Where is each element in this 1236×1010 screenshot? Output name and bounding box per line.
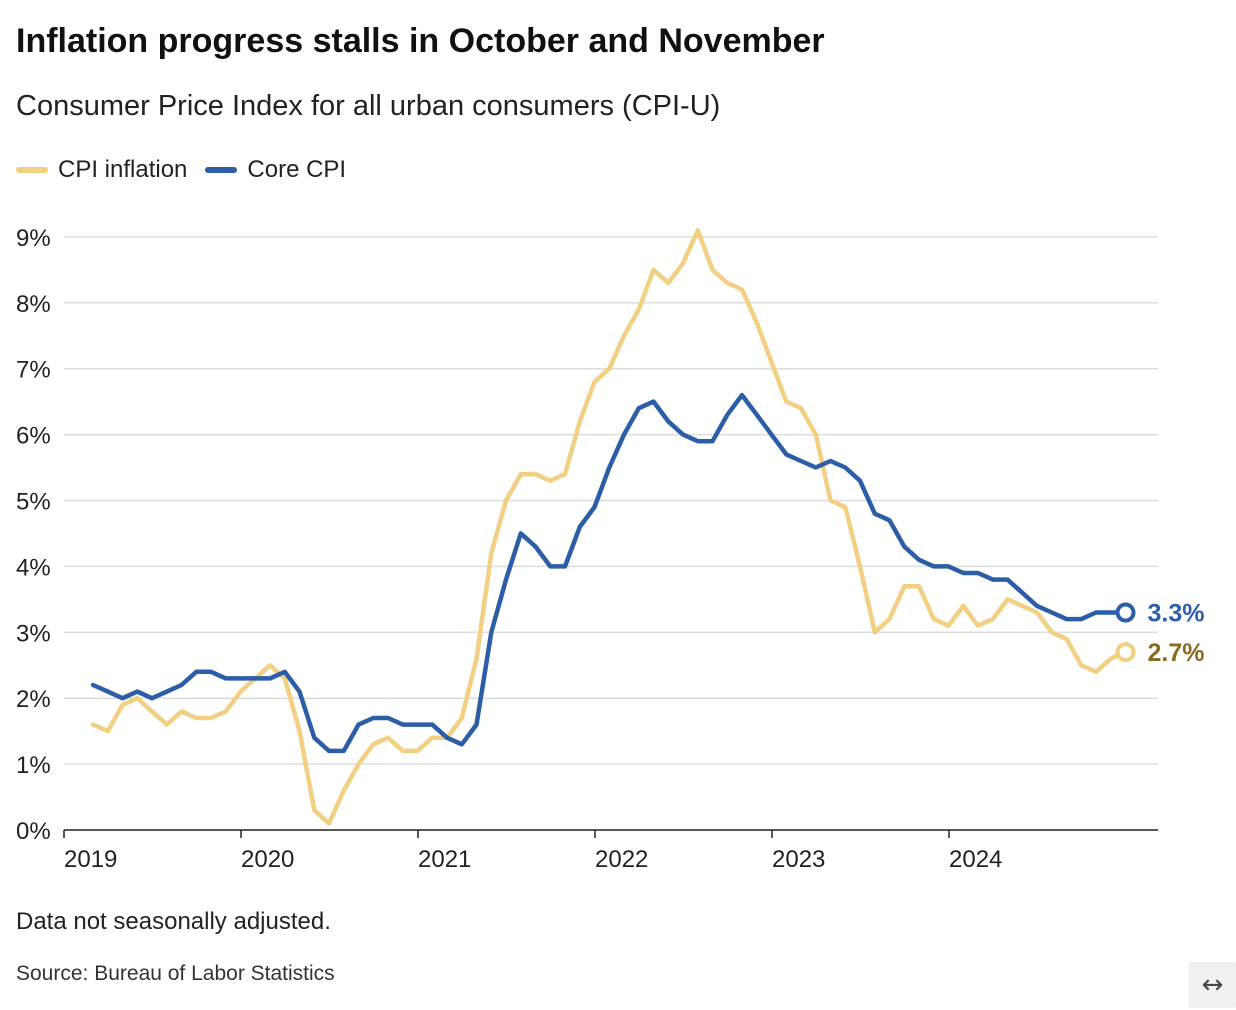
x-tick-label: 2022 bbox=[595, 846, 648, 873]
y-tick-label: 3% bbox=[16, 620, 51, 647]
y-tick-label: 9% bbox=[16, 225, 51, 252]
cpi-inflation-line bbox=[90, 228, 1128, 826]
y-tick-label: 6% bbox=[16, 423, 51, 450]
core-cpi-line bbox=[90, 392, 1128, 754]
legend-swatch-core bbox=[205, 167, 238, 173]
y-tick-label: 0% bbox=[16, 818, 51, 845]
core-end-marker bbox=[1115, 602, 1136, 623]
y-tick-label: 7% bbox=[16, 357, 51, 384]
expand-icon[interactable]: ↔ bbox=[1189, 962, 1236, 1008]
y-tick-label: 8% bbox=[16, 291, 51, 318]
x-tick-label: 2023 bbox=[772, 846, 825, 873]
x-axis-tick-labels: 2019 2020 2021 2022 2023 2024 bbox=[64, 846, 1002, 873]
legend-item-cpi: CPI inflation bbox=[16, 156, 187, 184]
legend-swatch-cpi bbox=[16, 167, 48, 173]
chart-subtitle: Consumer Price Index for all urban consu… bbox=[16, 90, 721, 122]
x-tick-label: 2024 bbox=[949, 846, 1002, 873]
cpi-end-marker bbox=[1115, 642, 1136, 663]
legend-label-cpi: CPI inflation bbox=[58, 156, 188, 183]
legend-item-core: Core CPI bbox=[205, 156, 346, 184]
source-note: Source: Bureau of Labor Statistics bbox=[16, 962, 335, 985]
end-markers: 2.7% 3.3% bbox=[1115, 600, 1205, 667]
y-tick-label: 4% bbox=[16, 554, 51, 581]
legend: CPI inflation Core CPI bbox=[16, 156, 364, 184]
core-end-label: 3.3% bbox=[1148, 600, 1205, 628]
cpi-end-label: 2.7% bbox=[1148, 639, 1205, 667]
x-tick-label: 2020 bbox=[241, 846, 294, 873]
y-axis-tick-labels: 0% 1% 2% 3% 4% 5% 6% 7% 8% 9% bbox=[16, 225, 51, 845]
x-tick-label: 2021 bbox=[418, 846, 471, 873]
chart-title: Inflation progress stalls in October and… bbox=[16, 22, 825, 60]
gridlines bbox=[63, 236, 1158, 838]
y-tick-label: 5% bbox=[16, 489, 51, 516]
line-chart: 0% 1% 2% 3% 4% 5% 6% 7% 8% 9% 2019 2020 2021 2022 202… bbox=[16, 225, 1205, 873]
y-tick-label: 1% bbox=[16, 752, 51, 779]
series-lines bbox=[90, 228, 1128, 826]
y-tick-label: 2% bbox=[16, 686, 51, 713]
legend-label-core: Core CPI bbox=[247, 156, 347, 183]
data-note: Data not seasonally adjusted. bbox=[16, 908, 331, 935]
x-tick-label: 2019 bbox=[64, 846, 117, 873]
